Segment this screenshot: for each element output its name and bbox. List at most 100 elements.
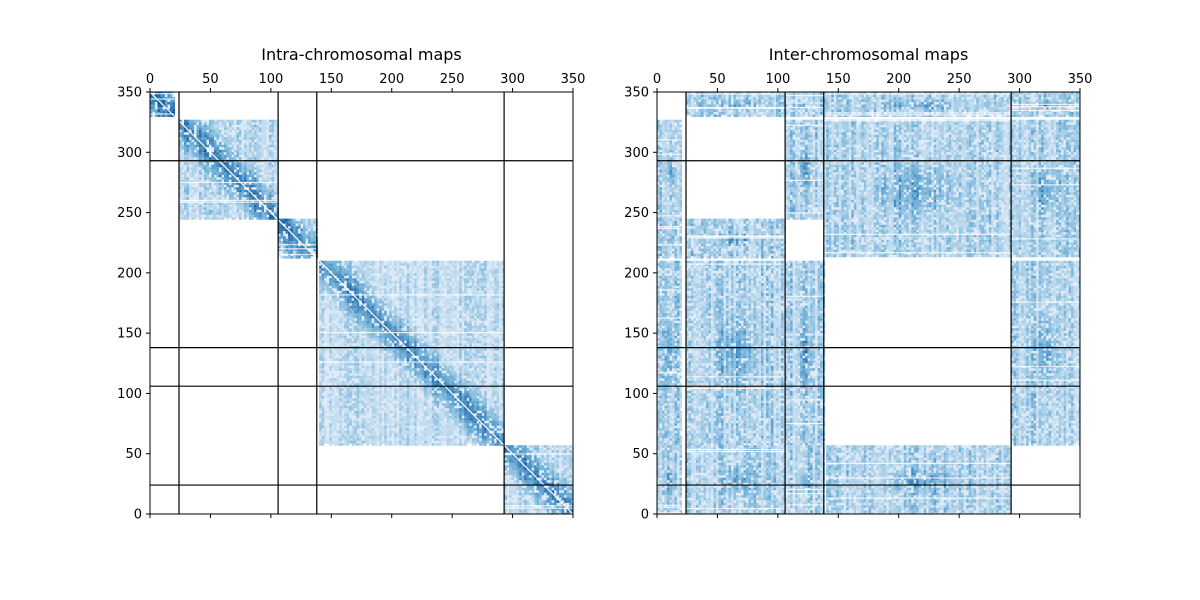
heatmap-cells: [686, 92, 786, 117]
heatmap-cells: [686, 445, 786, 514]
heatmap-cells: [150, 92, 175, 117]
heatmap-cells: [785, 92, 826, 117]
missing-bin-row: [686, 448, 786, 451]
missing-bin-row: [278, 248, 317, 250]
missing-bin-row: [657, 153, 682, 155]
heatmap-cells: [319, 260, 505, 446]
x-tick-label: 0: [146, 72, 154, 87]
missing-bin-row: [150, 113, 175, 115]
missing-bin-row: [1011, 379, 1080, 381]
heatmap-cells: [792, 92, 826, 115]
heatmap-cells: [807, 485, 811, 488]
heatmap-cells: [823, 92, 1012, 117]
heatmap-cells: [785, 92, 823, 117]
heatmap-block: [657, 218, 682, 259]
heatmap-cells: [504, 445, 573, 514]
heatmap-block: [1011, 92, 1080, 117]
heatmap-cells: [790, 445, 821, 514]
heatmap-block: [823, 119, 1012, 258]
heatmap-cells: [1011, 119, 1080, 258]
heatmap-cells: [1036, 260, 1079, 446]
missing-bin-row: [179, 199, 279, 202]
panel-title: Inter-chromosomal maps: [769, 45, 969, 64]
missing-bin-row: [1011, 106, 1080, 108]
missing-bin-row: [179, 201, 279, 203]
heatmap-cells: [823, 92, 1012, 117]
missing-bin-row: [504, 505, 573, 507]
x-tick-label: 100: [258, 72, 283, 87]
x-tick-label: 350: [561, 72, 586, 87]
inter-chromosomal-panel: Inter-chromosomal maps 0 50 100 150 200 250 30…: [624, 45, 1092, 523]
axes-frame: [149, 91, 574, 515]
heatmap-cells: [688, 445, 784, 514]
heatmap-cells: [669, 169, 672, 175]
missing-bin-row: [278, 244, 317, 246]
heatmap-block: [657, 260, 682, 446]
missing-bin-row: [1011, 184, 1080, 186]
missing-bin-row: [1011, 167, 1080, 169]
x-tick-label: 150: [826, 72, 851, 87]
missing-bin-row: [657, 317, 682, 319]
y-tick-label: 300: [624, 146, 649, 161]
heatmap-cells: [1016, 260, 1080, 446]
heatmap-cells: [1011, 260, 1080, 446]
intra-chromosomal-panel: Intra-chromosomal maps 0 50 100 150 200 250 30…: [117, 45, 585, 523]
heatmap-cells: [716, 268, 784, 446]
x-tick-label: 50: [709, 72, 726, 87]
heatmap-block: [657, 119, 682, 220]
heatmap-cells: [657, 119, 682, 220]
y-tick-label: 300: [117, 146, 142, 161]
heatmap-cells: [1033, 343, 1052, 369]
heatmap-block: [785, 445, 826, 514]
heatmap-cells: [805, 350, 808, 354]
diagonal-line: [150, 92, 573, 514]
missing-bin-row: [657, 289, 682, 291]
missing-bin-row: [504, 507, 573, 509]
heatmap-cells: [280, 221, 319, 259]
heatmap-cells: [657, 221, 677, 257]
heatmap-cells: [189, 122, 277, 220]
missing-bin-row: [785, 124, 824, 126]
heatmap-block: [657, 445, 682, 514]
heatmap-block: [826, 445, 1012, 514]
missing-bin-row: [686, 387, 786, 390]
missing-bin-row: [686, 236, 786, 238]
heatmap-cells: [826, 119, 1012, 258]
heatmap-cells: [504, 445, 573, 514]
heatmap-cells: [826, 445, 1012, 514]
axes-frame: [656, 91, 1081, 515]
heatmap-cells: [1011, 92, 1079, 117]
y-tick-label: 50: [125, 447, 142, 462]
y-tick-label: 150: [117, 327, 142, 342]
missing-bin-row: [686, 93, 786, 95]
heatmap-cells: [898, 179, 919, 205]
heatmap-block: [686, 92, 786, 117]
heatmap-cells: [733, 104, 736, 107]
heatmap-cells: [826, 445, 1012, 514]
heatmap-block: [686, 218, 786, 259]
heatmap-cells: [686, 445, 786, 514]
heatmap-block: [686, 445, 786, 514]
missing-bin-row: [657, 504, 682, 506]
x-tick-label: 250: [947, 72, 972, 87]
x-tick-label: 300: [1007, 72, 1032, 87]
missing-bin-row: [785, 488, 824, 491]
missing-bin-row: [657, 372, 682, 374]
heatmap-cells: [657, 445, 680, 514]
heatmap-block: [785, 260, 826, 446]
heatmap-block: [179, 119, 279, 220]
heatmap-cells: [792, 92, 826, 117]
heatmap-cells: [667, 472, 672, 491]
heatmap-cells: [179, 119, 279, 220]
heatmap-cells: [504, 445, 573, 514]
heatmap-cells: [659, 152, 675, 213]
heatmap-block: [686, 260, 786, 446]
heatmap-cells: [787, 445, 826, 514]
heatmap-cells: [686, 445, 786, 514]
x-tick-label: 0: [653, 72, 661, 87]
missing-bin-row: [785, 106, 824, 109]
heatmap-block: [785, 92, 826, 117]
missing-bin-row: [319, 361, 505, 363]
heatmap-block: [1011, 119, 1080, 258]
